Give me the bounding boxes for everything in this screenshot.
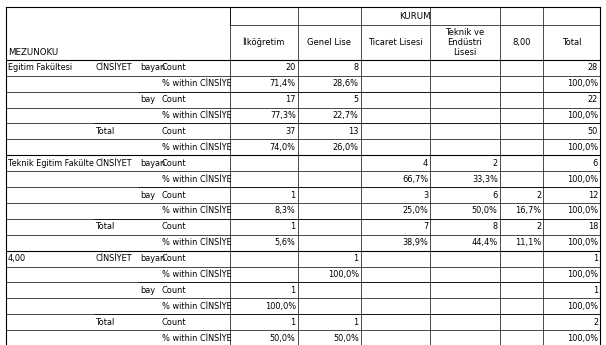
Text: Count: Count bbox=[162, 127, 186, 136]
Text: Count: Count bbox=[162, 63, 186, 72]
Text: Count: Count bbox=[162, 95, 186, 104]
Text: bay: bay bbox=[141, 190, 155, 199]
Text: % within CİNSİYE: % within CİNSİYE bbox=[162, 334, 231, 343]
Text: 100,0%: 100,0% bbox=[567, 175, 598, 184]
Text: Teknik ve
Endüstri
Lisesi: Teknik ve Endüstri Lisesi bbox=[445, 28, 484, 57]
Text: 13: 13 bbox=[348, 127, 359, 136]
Text: 11,1%: 11,1% bbox=[515, 238, 542, 247]
Text: 8,3%: 8,3% bbox=[275, 206, 296, 215]
Text: 38,9%: 38,9% bbox=[402, 238, 428, 247]
Text: 28: 28 bbox=[588, 63, 598, 72]
Text: 8,00: 8,00 bbox=[512, 38, 531, 47]
Text: 18: 18 bbox=[588, 222, 598, 231]
Text: MEZUNOKU: MEZUNOKU bbox=[8, 49, 58, 58]
Text: % within CİNSİYE: % within CİNSİYE bbox=[162, 79, 231, 88]
Text: 4: 4 bbox=[423, 159, 428, 168]
Text: Count: Count bbox=[162, 286, 186, 295]
Text: 74,0%: 74,0% bbox=[270, 143, 296, 152]
Text: bayan: bayan bbox=[141, 254, 165, 263]
Text: Count: Count bbox=[162, 159, 186, 168]
Text: 33,3%: 33,3% bbox=[472, 175, 498, 184]
Text: % within CİNSİYE: % within CİNSİYE bbox=[162, 143, 231, 152]
Text: % within CİNSİYE: % within CİNSİYE bbox=[162, 302, 231, 311]
Text: bay: bay bbox=[141, 286, 155, 295]
Text: 6: 6 bbox=[493, 190, 498, 199]
Text: 1: 1 bbox=[290, 286, 296, 295]
Text: 1: 1 bbox=[593, 286, 598, 295]
Text: Total: Total bbox=[562, 38, 581, 47]
Text: 50,0%: 50,0% bbox=[270, 334, 296, 343]
Text: 77,3%: 77,3% bbox=[270, 111, 296, 120]
Text: Genel Lise: Genel Lise bbox=[307, 38, 351, 47]
Text: İlköğretim: İlköğretim bbox=[242, 38, 285, 48]
Text: Total: Total bbox=[96, 318, 115, 327]
Text: Count: Count bbox=[162, 222, 186, 231]
Text: Egitim Fakültesi: Egitim Fakültesi bbox=[8, 63, 72, 72]
Text: Count: Count bbox=[162, 318, 186, 327]
Text: 1: 1 bbox=[290, 222, 296, 231]
Text: 100,0%: 100,0% bbox=[567, 270, 598, 279]
Text: 5,6%: 5,6% bbox=[275, 238, 296, 247]
Text: 100,0%: 100,0% bbox=[567, 302, 598, 311]
Text: 100,0%: 100,0% bbox=[567, 143, 598, 152]
Text: 1: 1 bbox=[353, 318, 359, 327]
Text: 2: 2 bbox=[536, 222, 542, 231]
Text: 66,7%: 66,7% bbox=[402, 175, 428, 184]
Text: 100,0%: 100,0% bbox=[567, 206, 598, 215]
Text: Total: Total bbox=[96, 127, 115, 136]
Text: 71,4%: 71,4% bbox=[270, 79, 296, 88]
Text: KURUM: KURUM bbox=[399, 11, 431, 20]
Text: 1: 1 bbox=[353, 254, 359, 263]
Text: 17: 17 bbox=[285, 95, 296, 104]
Text: Teknik Egitim Fakülte: Teknik Egitim Fakülte bbox=[8, 159, 94, 168]
Text: 22,7%: 22,7% bbox=[333, 111, 359, 120]
Text: 3: 3 bbox=[423, 190, 428, 199]
Text: 1: 1 bbox=[290, 318, 296, 327]
Text: Count: Count bbox=[162, 254, 186, 263]
Text: 1: 1 bbox=[593, 254, 598, 263]
Text: % within CİNSİYE: % within CİNSİYE bbox=[162, 111, 231, 120]
Text: 26,0%: 26,0% bbox=[333, 143, 359, 152]
Text: 100,0%: 100,0% bbox=[567, 238, 598, 247]
Text: 28,6%: 28,6% bbox=[333, 79, 359, 88]
Text: 8: 8 bbox=[354, 63, 359, 72]
Text: 22: 22 bbox=[588, 95, 598, 104]
Text: 100,0%: 100,0% bbox=[265, 302, 296, 311]
Text: % within CİNSİYE: % within CİNSİYE bbox=[162, 238, 231, 247]
Text: 44,4%: 44,4% bbox=[471, 238, 498, 247]
Text: 5: 5 bbox=[354, 95, 359, 104]
Text: 6: 6 bbox=[593, 159, 598, 168]
Text: Count: Count bbox=[162, 190, 186, 199]
Text: CİNSİYET: CİNSİYET bbox=[96, 159, 132, 168]
Text: % within CİNSİYE: % within CİNSİYE bbox=[162, 270, 231, 279]
Text: 16,7%: 16,7% bbox=[515, 206, 542, 215]
Text: 7: 7 bbox=[423, 222, 428, 231]
Text: Total: Total bbox=[96, 222, 115, 231]
Text: CİNSİYET: CİNSİYET bbox=[96, 63, 132, 72]
Text: 2: 2 bbox=[593, 318, 598, 327]
Text: 50,0%: 50,0% bbox=[333, 334, 359, 343]
Text: Ticaret Lisesi: Ticaret Lisesi bbox=[368, 38, 423, 47]
Text: 50,0%: 50,0% bbox=[472, 206, 498, 215]
Text: 100,0%: 100,0% bbox=[567, 79, 598, 88]
Text: 25,0%: 25,0% bbox=[402, 206, 428, 215]
Text: 1: 1 bbox=[290, 190, 296, 199]
Text: CİNSİYET: CİNSİYET bbox=[96, 254, 132, 263]
Text: 2: 2 bbox=[493, 159, 498, 168]
Text: 20: 20 bbox=[285, 63, 296, 72]
Text: 37: 37 bbox=[285, 127, 296, 136]
Text: % within CİNSİYE: % within CİNSİYE bbox=[162, 206, 231, 215]
Text: 100,0%: 100,0% bbox=[567, 111, 598, 120]
Text: 100,0%: 100,0% bbox=[567, 334, 598, 343]
Text: 8: 8 bbox=[493, 222, 498, 231]
Text: bayan: bayan bbox=[141, 63, 165, 72]
Text: bay: bay bbox=[141, 95, 155, 104]
Text: % within CİNSİYE: % within CİNSİYE bbox=[162, 175, 231, 184]
Text: 100,0%: 100,0% bbox=[328, 270, 359, 279]
Text: bayan: bayan bbox=[141, 159, 165, 168]
Text: 2: 2 bbox=[536, 190, 542, 199]
Text: 50: 50 bbox=[588, 127, 598, 136]
Text: 12: 12 bbox=[588, 190, 598, 199]
Text: 4,00: 4,00 bbox=[8, 254, 26, 263]
